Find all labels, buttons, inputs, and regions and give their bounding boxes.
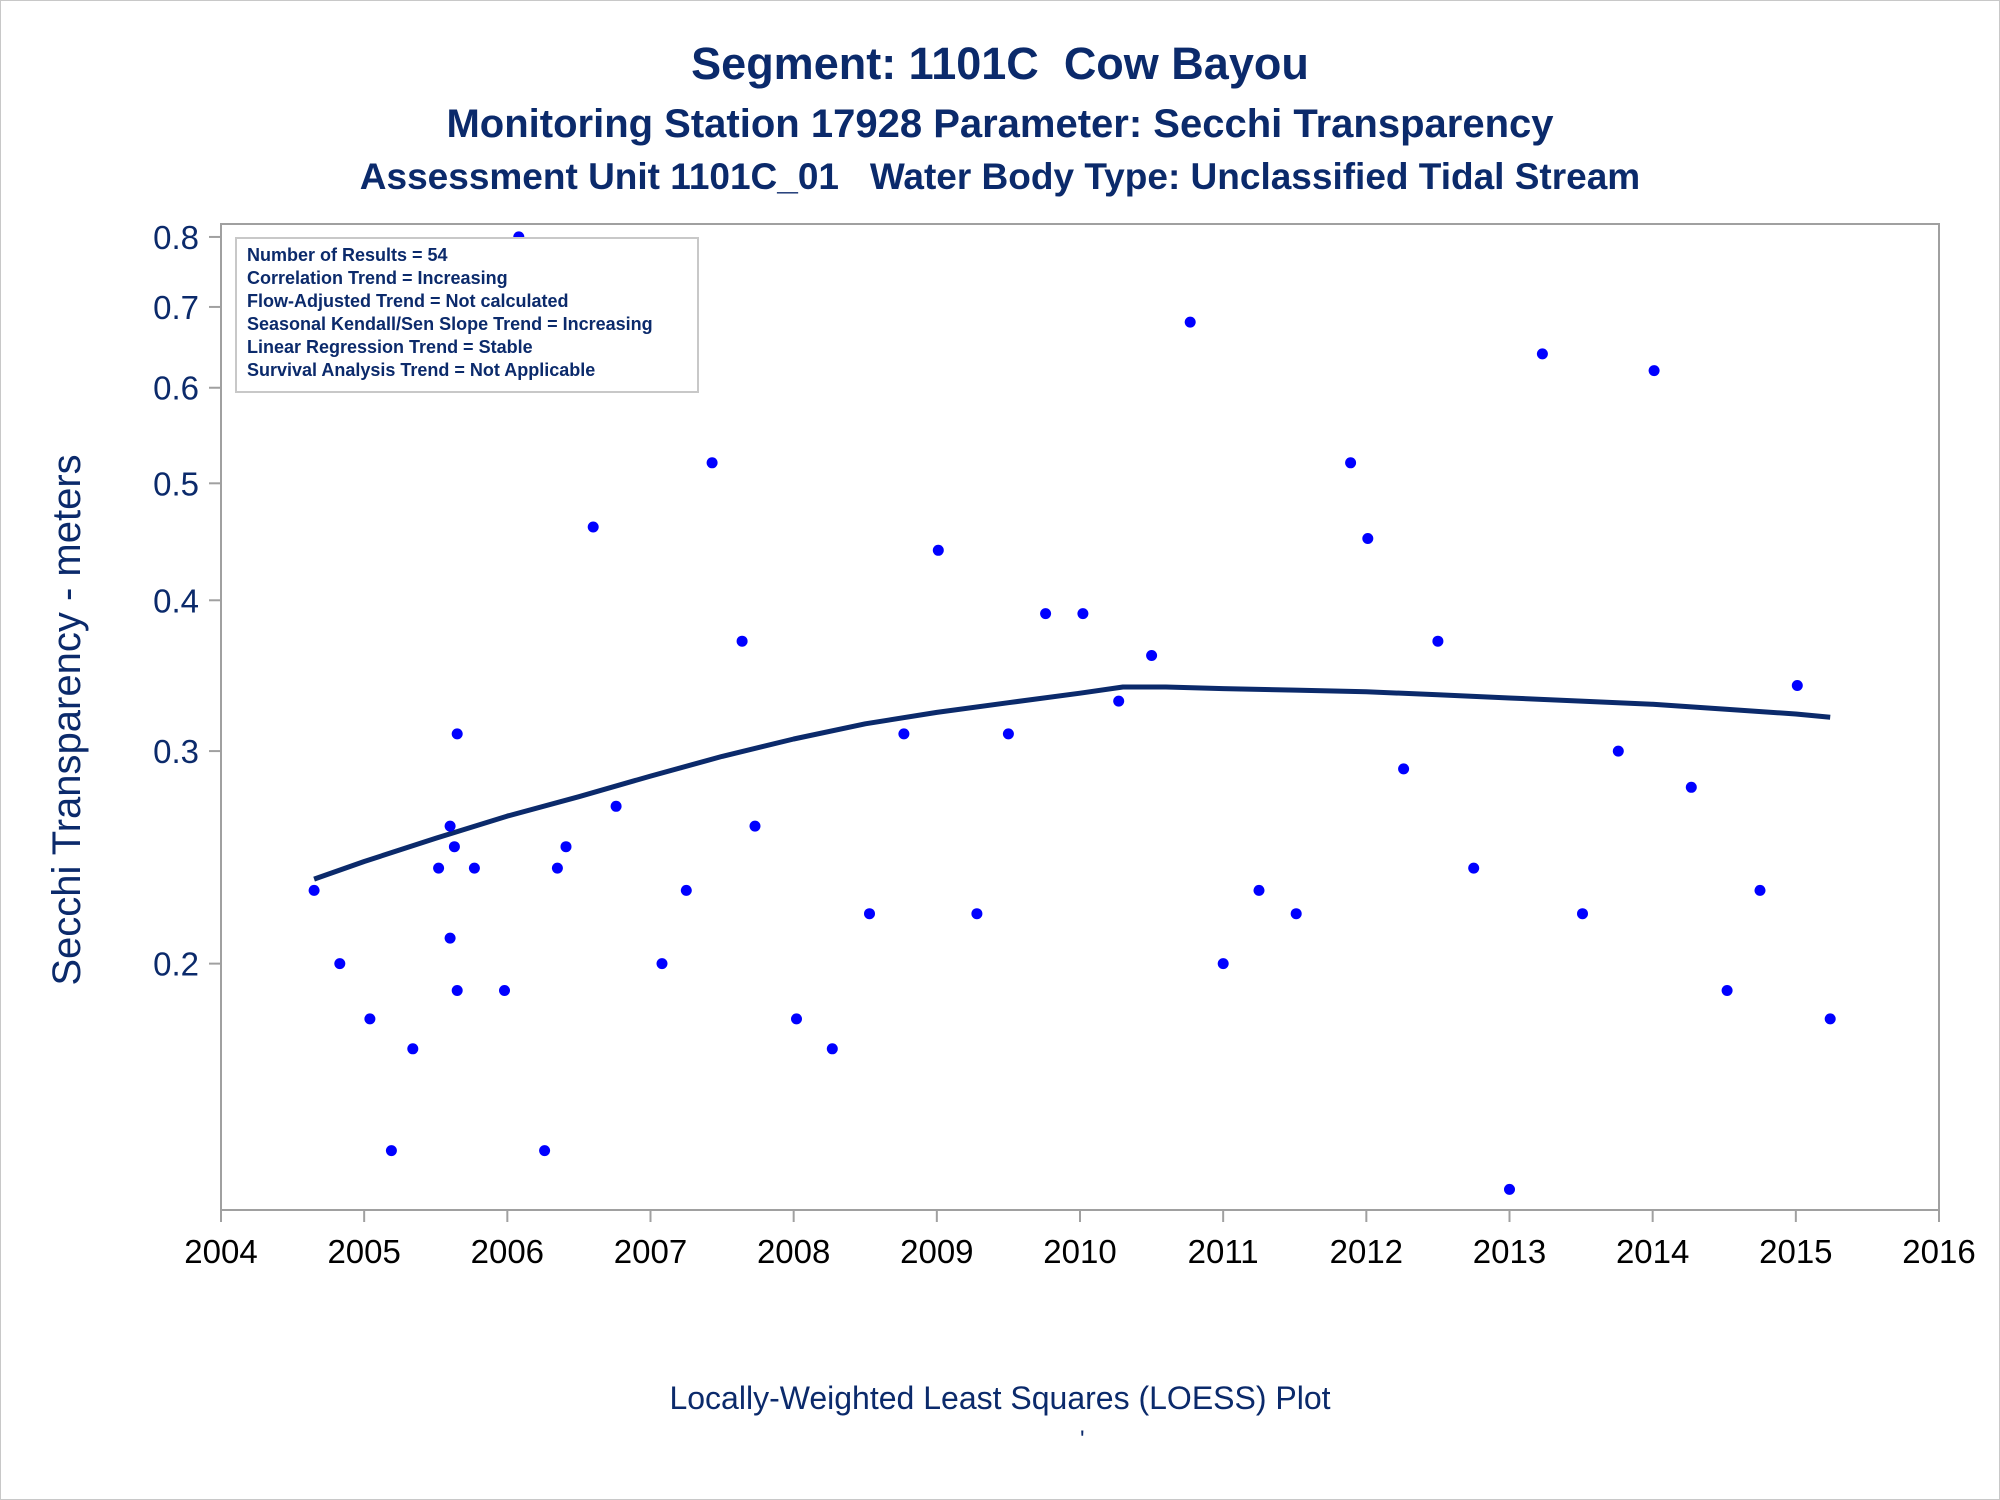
data-point [1253,884,1265,896]
data-point [444,820,456,832]
chart-subtitle: Monitoring Station 17928 Parameter: Secc… [446,102,1554,146]
x-tick-label: 2014 [1616,1233,1689,1270]
data-point [1824,1013,1836,1025]
x-tick-label: 2008 [757,1233,830,1270]
data-point [749,820,761,832]
data-point [1398,763,1410,775]
y-tick-label: 0.5 [153,465,199,502]
chart-subtitle-2: Assessment Unit 1101C_01 Water Body Type… [359,156,1641,197]
footer-mark: ' [1080,1426,1085,1453]
data-point [1577,908,1588,920]
x-tick-label: 2013 [1473,1233,1546,1270]
x-axis-ticks: 2004 2005 2006 2007 2008 2009 2010 2011 2012 2013… [184,1210,1976,1270]
data-point [385,1145,397,1157]
x-tick-label: 2012 [1330,1233,1403,1270]
x-tick-label: 2006 [471,1233,544,1270]
data-point [736,635,748,647]
data-point [1754,884,1766,896]
data-point [1504,1183,1515,1195]
y-tick-label: 0.3 [153,733,199,770]
data-point [551,862,563,874]
data-point [1290,908,1302,920]
data-point [1146,650,1158,661]
chart-title: Segment: 1101C Cow Bayou [691,38,1309,89]
stats-legend-box: Number of Results = 54 Correlation Trend … [235,237,699,393]
data-point [539,1145,551,1157]
data-point [433,862,445,874]
data-point [656,958,668,970]
x-tick-label: 2016 [1902,1233,1975,1270]
data-point [706,457,718,469]
y-tick-label: 0.6 [153,370,199,407]
data-point [1077,608,1089,620]
data-point [791,1013,802,1025]
data-point [1113,695,1125,707]
x-tick-label: 2010 [1043,1233,1116,1270]
data-point [1040,608,1052,620]
data-point [1432,635,1444,647]
data-point [448,841,460,853]
y-tick-label: 0.8 [153,219,199,256]
x-tick-label: 2007 [614,1233,687,1270]
y-tick-label: 0.7 [153,289,199,326]
stats-legend-line: Number of Results = 54 [247,245,448,265]
data-point [898,728,910,740]
y-tick-label: 0.4 [153,582,199,619]
x-tick-label: 2015 [1759,1233,1832,1270]
data-point [1184,316,1196,328]
y-axis-label: Secchi Transparency - meters [45,454,89,985]
data-point [334,958,346,970]
data-point [308,884,320,896]
plot-caption: Locally-Weighted Least Squares (LOESS) P… [669,1380,1331,1416]
data-point [587,521,599,533]
stats-legend-line: Seasonal Kendall/Sen Slope Trend = Incre… [247,314,653,334]
data-point [1685,781,1697,793]
loess-curve [313,684,1831,882]
data-point [610,800,622,812]
data-point [1217,958,1229,970]
loess-curve-layer [313,684,1831,882]
data-point [932,544,944,556]
stats-legend-line: Correlation Trend = Increasing [247,268,508,288]
data-point [1536,348,1548,360]
data-point [1362,533,1374,544]
data-point [864,908,875,920]
x-tick-label: 2009 [900,1233,973,1270]
data-point [560,841,572,853]
data-point [444,932,456,944]
data-points-layer [308,231,1836,1195]
data-point [468,862,480,874]
data-point [1791,680,1803,691]
stats-legend-line: Linear Regression Trend = Stable [247,337,533,357]
data-point [364,1013,376,1025]
x-tick-label: 2005 [327,1233,400,1270]
data-point [1612,745,1624,757]
data-point [680,884,692,896]
data-point [407,1043,419,1055]
data-point [1468,862,1480,874]
data-point [1721,985,1733,996]
x-tick-label: 2011 [1188,1233,1259,1270]
data-point [1648,365,1660,377]
data-point [1002,728,1014,740]
data-point [499,985,510,996]
data-point [826,1043,838,1055]
data-point [451,728,463,740]
stats-legend-line: Flow-Adjusted Trend = Not calculated [247,291,569,311]
y-axis-ticks: 0.2 0.3 0.4 0.5 0.6 0.7 0.8 [153,219,221,983]
y-tick-label: 0.2 [153,946,199,983]
stats-legend-line: Survival Analysis Trend = Not Applicable [247,360,595,380]
data-point [1345,457,1357,469]
data-point [451,985,463,996]
stats-legend-frame [235,237,699,393]
data-point [971,908,983,920]
x-tick-label: 2004 [184,1233,257,1270]
